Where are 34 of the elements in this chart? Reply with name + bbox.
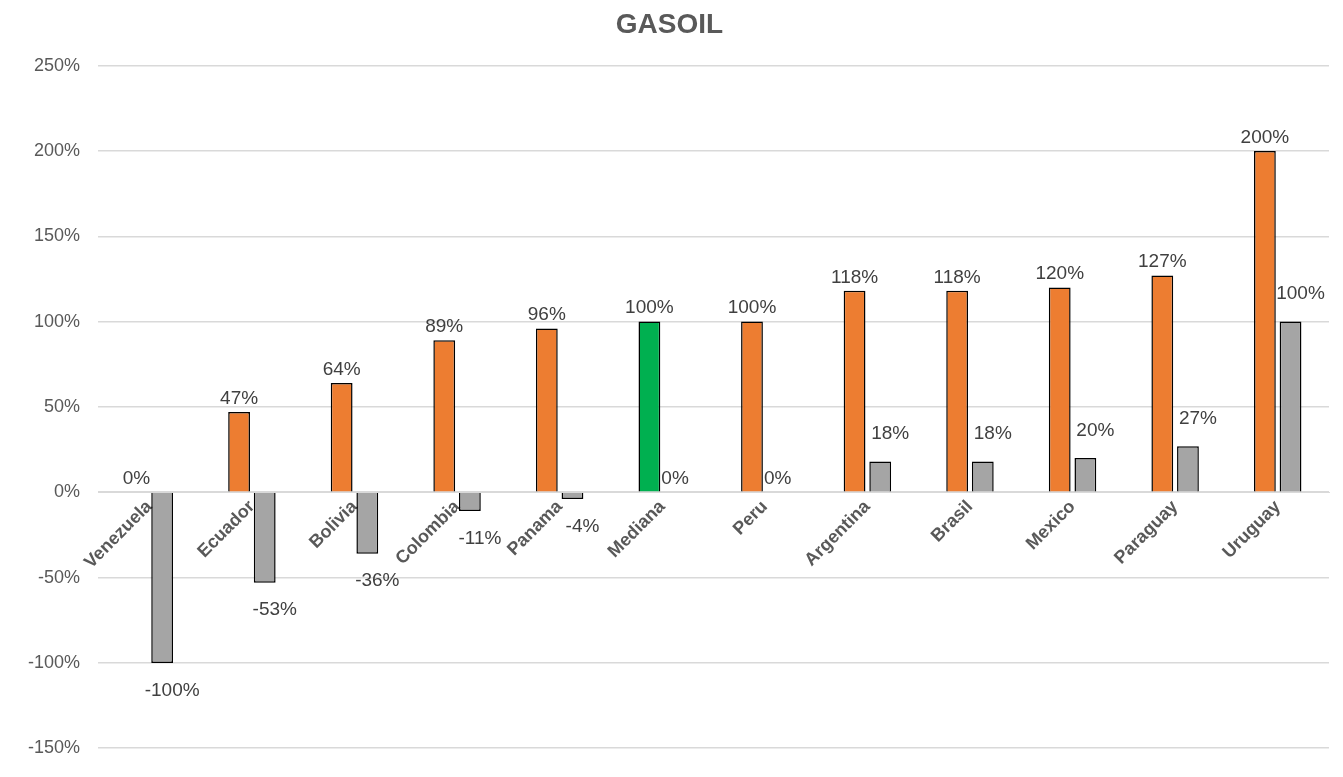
y-tick-label: 150% (33, 225, 81, 246)
data-label: 18% (973, 422, 1012, 444)
y-tick-label: 250% (33, 54, 81, 75)
y-tick-label: -150% (28, 737, 81, 758)
y-tick-label: -100% (28, 651, 81, 672)
data-label: 200% (1240, 125, 1290, 147)
data-label: -4% (565, 514, 600, 536)
y-tick-label: 50% (44, 395, 81, 416)
data-label: 118% (933, 265, 981, 287)
data-label: -36% (355, 569, 400, 591)
data-label: 64% (322, 357, 361, 379)
y-tick-label: 200% (33, 139, 81, 160)
data-label: 100% (1276, 282, 1325, 304)
y-tick-label: -50% (38, 566, 81, 587)
data-label: 89% (425, 315, 464, 337)
data-label: -11% (458, 526, 502, 548)
data-label: 118% (830, 265, 879, 287)
data-label: -100% (144, 678, 200, 700)
y-tick-label: 0% (54, 481, 81, 502)
data-label: -53% (252, 598, 298, 620)
data-label: 100% (625, 296, 674, 318)
data-label: 47% (220, 386, 259, 408)
y-tick-label: 100% (33, 310, 81, 331)
data-label: 120% (1035, 262, 1085, 284)
data-label: 96% (527, 303, 566, 325)
data-label: 27% (1178, 406, 1218, 428)
data-label: 18% (871, 422, 910, 444)
data-label: 100% (727, 296, 777, 318)
data-label: 127% (1138, 250, 1187, 272)
data-label: 20% (1076, 418, 1115, 440)
data-label: 0% (661, 466, 689, 488)
data-label: 0% (763, 466, 792, 488)
data-label: 0% (122, 466, 151, 488)
chart-title: GASOIL (615, 7, 724, 39)
